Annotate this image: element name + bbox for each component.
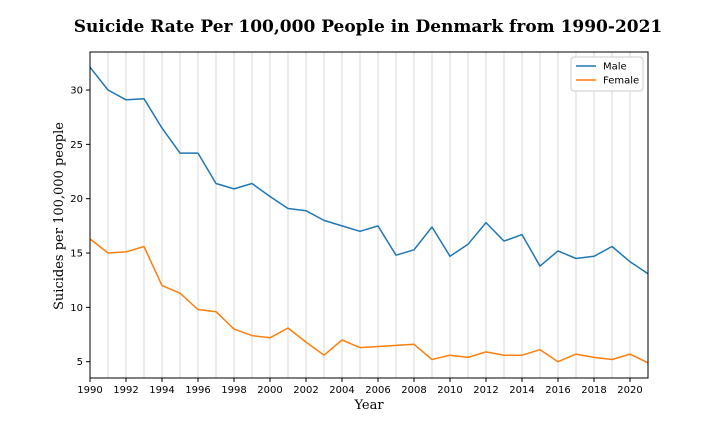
x-tick-label: 2014	[509, 385, 534, 396]
legend-label-male: Male	[603, 62, 627, 73]
x-tick-label: 2018	[581, 385, 606, 396]
y-axis-label: Suicides per 100,000 people	[52, 122, 67, 310]
grid-lines	[89, 52, 649, 378]
y-axis: 5 10 15 20 25 30	[70, 86, 90, 368]
series-line-male	[89, 66, 649, 275]
y-tick-label: 20	[70, 194, 83, 205]
y-tick-label: 25	[70, 140, 83, 151]
y-tick-label: 30	[70, 86, 83, 97]
x-tick-label: 2016	[545, 385, 570, 396]
series-line-female	[89, 238, 649, 364]
legend-label-female: Female	[603, 76, 639, 87]
y-tick-label: 5	[77, 357, 83, 368]
x-tick-label: 2002	[293, 385, 318, 396]
x-tick-label: 2004	[329, 385, 354, 396]
x-tick-label: 2000	[257, 385, 282, 396]
x-tick-label: 2008	[401, 385, 426, 396]
x-tick-label: 1990	[77, 385, 102, 396]
series-layer	[89, 66, 649, 364]
x-tick-label: 2012	[473, 385, 498, 396]
chart-title: Suicide Rate Per 100,000 People in Denma…	[74, 17, 663, 37]
x-tick-label: 1994	[149, 385, 174, 396]
x-tick-label: 1996	[185, 385, 210, 396]
x-tick-label: 2020	[617, 385, 642, 396]
y-tick-label: 15	[70, 249, 83, 260]
x-axis: 1990 1992 1994 1996 1998 2000 2002 2004 2006 2008…	[77, 378, 643, 396]
legend: Male Female	[570, 56, 644, 92]
x-tick-label: 1998	[221, 385, 246, 396]
x-tick-label: 2006	[365, 385, 390, 396]
x-tick-label: 1992	[113, 385, 138, 396]
y-tick-label: 10	[70, 303, 83, 314]
x-tick-label: 2010	[437, 385, 462, 396]
x-axis-label: Year	[353, 398, 384, 413]
plot-frame	[89, 51, 649, 379]
